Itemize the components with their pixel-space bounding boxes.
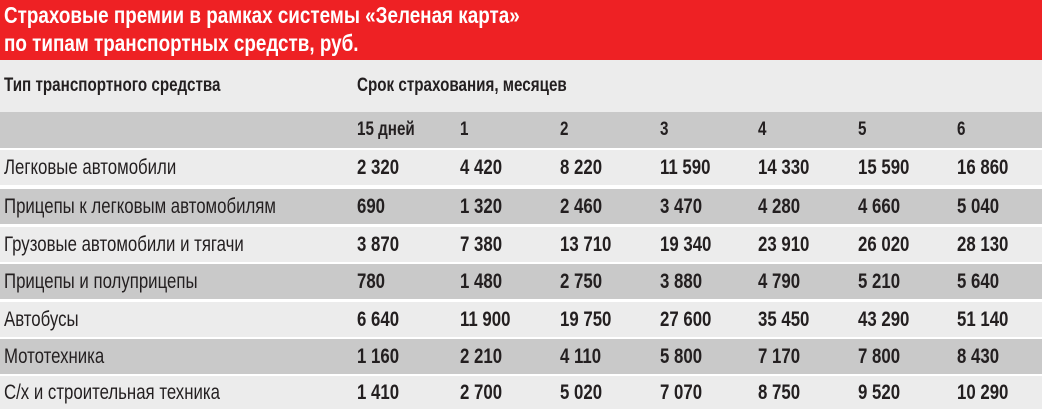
- table-row: Автобусы 6 640 11 900 19 750 27 600 35 450 43 …: [0, 302, 1042, 337]
- premium-value: 28 130: [957, 232, 1009, 256]
- premium-value: 3 870: [357, 232, 400, 256]
- premium-value: 5 020: [560, 380, 603, 404]
- period-header: 1: [460, 119, 469, 140]
- premium-value: 9 520: [858, 380, 901, 404]
- vehicle-type-label: Мототехника: [4, 344, 105, 368]
- premium-value: 11 900: [460, 307, 511, 331]
- premium-value: 2 210: [460, 344, 503, 368]
- table-row: Грузовые автомобили и тягачи 3 870 7 380 13…: [0, 227, 1042, 262]
- premium-value: 2 460: [560, 194, 603, 218]
- premium-value: 5 800: [660, 344, 703, 368]
- premium-value: 27 600: [660, 307, 712, 331]
- title-line-1: Страховые премии в рамках системы «Зелен…: [4, 2, 520, 28]
- premium-value: 1 480: [460, 269, 503, 293]
- vehicle-type-label: Грузовые автомобили и тягачи: [4, 232, 244, 256]
- premium-value: 780: [357, 269, 386, 293]
- premium-value: 8 220: [560, 155, 603, 179]
- column-header-term: Срок страхования, месяцев: [357, 75, 567, 96]
- premium-value: 2 750: [560, 269, 603, 293]
- premium-value: 3 470: [660, 194, 703, 218]
- premium-value: 19 750: [560, 307, 612, 331]
- premium-value: 4 110: [560, 344, 602, 368]
- title-line-2: по типам транспортных средств, руб.: [4, 30, 359, 56]
- premium-value: 11 590: [660, 155, 711, 179]
- premium-value: 15 590: [858, 155, 910, 179]
- premium-value: 26 020: [858, 232, 910, 256]
- vehicle-type-label: Автобусы: [4, 307, 79, 331]
- premium-value: 5 210: [858, 269, 901, 293]
- period-header: 2: [560, 119, 569, 140]
- premium-value: 5 640: [957, 269, 1000, 293]
- periods-row: 15 дней 1 2 3 4 5 6: [0, 112, 1042, 148]
- period-header: 4: [758, 119, 767, 140]
- premium-value: 4 280: [758, 194, 801, 218]
- premium-value: 4 420: [460, 155, 503, 179]
- period-header: 3: [660, 119, 669, 140]
- premium-value: 19 340: [660, 232, 712, 256]
- premium-value: 8 430: [957, 344, 1000, 368]
- vehicle-type-label: Прицепы и полуприцепы: [4, 269, 198, 293]
- vehicle-type-label: С/х и строительная техника: [4, 380, 220, 404]
- premium-value: 8 750: [758, 380, 801, 404]
- premium-value: 51 140: [957, 307, 1009, 331]
- table-row: Прицепы к легковым автомобилям 690 1 320 2 …: [0, 189, 1042, 224]
- premium-value: 3 880: [660, 269, 703, 293]
- vehicle-type-label: Прицепы к легковым автомобилям: [4, 194, 276, 218]
- table-row: Легковые автомобили 2 320 4 420 8 220 11 590…: [0, 150, 1042, 185]
- premium-value: 690: [357, 194, 386, 218]
- premium-value: 7 170: [758, 344, 801, 368]
- period-header: 15 дней: [357, 119, 415, 140]
- premium-value: 4 660: [858, 194, 901, 218]
- period-header: 5: [858, 119, 867, 140]
- premium-value: 6 640: [357, 307, 400, 331]
- premium-value: 1 320: [460, 194, 503, 218]
- premium-value: 1 160: [357, 344, 400, 368]
- premium-value: 35 450: [758, 307, 810, 331]
- premium-value: 1 410: [357, 380, 400, 404]
- period-header: 6: [957, 119, 966, 140]
- premium-value: 10 290: [957, 380, 1009, 404]
- premium-value: 16 860: [957, 155, 1009, 179]
- premium-value: 13 710: [560, 232, 612, 256]
- premium-value: 23 910: [758, 232, 810, 256]
- table-row: С/х и строительная техника 1 410 2 700 5 02…: [0, 376, 1042, 409]
- premium-value: 7 380: [460, 232, 503, 256]
- table-title: Страховые премии в рамках системы «Зелен…: [0, 0, 1042, 60]
- premium-value: 14 330: [758, 155, 810, 179]
- header-row: Тип транспортного средства Срок страхова…: [0, 60, 1042, 112]
- premium-value: 43 290: [858, 307, 910, 331]
- premium-value: 2 700: [460, 380, 503, 404]
- premium-value: 4 790: [758, 269, 801, 293]
- premium-value: 2 320: [357, 155, 400, 179]
- table-row: Прицепы и полуприцепы 780 1 480 2 750 3 880 4…: [0, 264, 1042, 299]
- column-header-vehicle-type: Тип транспортного средства: [4, 75, 221, 96]
- premium-value: 7 800: [858, 344, 901, 368]
- vehicle-type-label: Легковые автомобили: [4, 155, 177, 179]
- premium-value: 5 040: [957, 194, 1000, 218]
- premium-value: 7 070: [660, 380, 703, 404]
- table-row: Мототехника 1 160 2 210 4 110 5 800 7 170 7 80…: [0, 339, 1042, 374]
